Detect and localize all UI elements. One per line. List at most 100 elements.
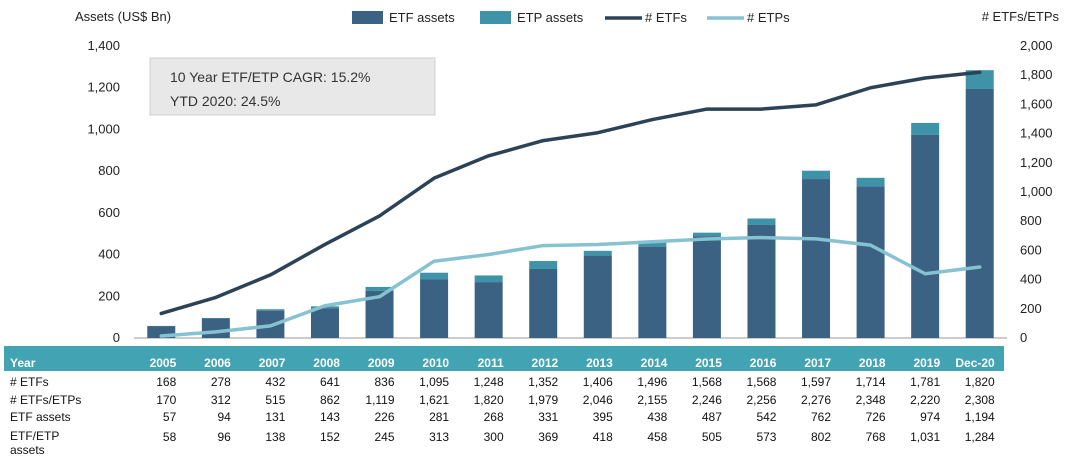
bar-etp-assets <box>802 170 831 180</box>
table-cell: 245 <box>375 430 395 444</box>
table-cell: 369 <box>538 430 558 444</box>
legend-label-num-etps: # ETPs <box>747 10 790 25</box>
point-num-etps <box>814 237 818 241</box>
bar-etp-assets <box>747 218 776 225</box>
table-cell: 862 <box>320 393 340 407</box>
table-cell: 1,352 <box>528 375 558 389</box>
left-axis-title: Assets (US$ Bn) <box>75 9 171 24</box>
table-row-label: # ETFs/ETPs <box>10 393 81 407</box>
table-cell: 1,496 <box>637 375 667 389</box>
table-cell: 1,284 <box>965 430 995 444</box>
point-num-etps <box>759 235 764 240</box>
table-cell: 573 <box>756 430 776 444</box>
table-cell: 331 <box>538 410 558 424</box>
table-cell: 768 <box>866 430 886 444</box>
bar-etp-assets <box>256 309 285 311</box>
table-cell: 395 <box>593 410 613 424</box>
annotation-box <box>149 57 436 116</box>
table-cell: 96 <box>217 430 231 444</box>
table-cell: 418 <box>593 430 613 444</box>
table-cell: 1,248 <box>474 375 504 389</box>
table-cell: 57 <box>163 410 177 424</box>
table-header-cell: 2018 <box>859 356 886 370</box>
bar-etp-assets <box>965 70 994 89</box>
bar-etp-assets <box>856 177 885 187</box>
left-tick-label: 1,200 <box>87 80 120 95</box>
table-cell: 505 <box>702 430 722 444</box>
point-num-etfs <box>432 176 436 180</box>
annotation-ytd: YTD 2020: 24.5% <box>170 93 281 109</box>
bar-etf-assets <box>802 179 831 338</box>
table-cell: 2,246 <box>692 393 722 407</box>
table-cell: 138 <box>265 430 285 444</box>
point-num-etfs <box>596 131 600 135</box>
point-num-etps <box>978 265 982 269</box>
bar-etp-assets <box>638 242 667 247</box>
table-header-cell: 2009 <box>368 356 395 370</box>
table-cell: 974 <box>920 410 940 424</box>
bar-etf-assets <box>147 326 176 338</box>
table-cell: 313 <box>429 430 449 444</box>
table-row-label: ETF/ETP <box>10 429 59 443</box>
point-num-etps <box>705 237 709 241</box>
table-cell: 168 <box>156 375 176 389</box>
bar-etf-assets <box>201 318 230 338</box>
point-num-etfs <box>650 117 654 122</box>
left-tick-label: 800 <box>98 163 120 178</box>
table-cell: 1,714 <box>856 375 886 389</box>
table-cell: 94 <box>217 410 231 424</box>
table-cell: 226 <box>375 410 395 424</box>
table-cell: 802 <box>811 430 831 444</box>
left-tick-label: 600 <box>98 205 120 220</box>
point-num-etps <box>868 243 873 247</box>
point-num-etps <box>323 304 327 308</box>
bar-etp-assets <box>529 261 558 269</box>
table-header-cell: 2019 <box>913 356 940 370</box>
left-tick-label: 1,400 <box>87 38 120 53</box>
table-header-cell: 2014 <box>641 356 668 370</box>
right-tick-label: 1,200 <box>1020 155 1053 170</box>
point-num-etfs <box>705 107 709 111</box>
point-num-etps <box>650 240 654 244</box>
legend-swatch-etf-assets <box>352 11 383 24</box>
table-cell: 1,568 <box>692 375 722 389</box>
table-cell: 515 <box>265 393 285 407</box>
table-header-year: Year <box>10 356 36 370</box>
table-cell: 1,781 <box>910 375 940 389</box>
table-cell: 762 <box>811 410 831 424</box>
bar-etf-assets <box>911 134 940 338</box>
table-header-cell: 2011 <box>478 356 504 370</box>
bar-etp-assets <box>365 286 394 291</box>
legend-label-num-etfs: # ETFs <box>645 10 687 25</box>
right-tick-label: 1,600 <box>1020 96 1053 111</box>
table-cell: 1,820 <box>965 375 995 389</box>
point-num-etfs <box>214 295 218 300</box>
left-tick-label: 0 <box>113 330 120 345</box>
point-num-etfs <box>487 154 491 158</box>
bar-etp-assets <box>583 250 612 256</box>
table-cell: 1,979 <box>528 393 558 407</box>
table-cell: 836 <box>375 375 395 389</box>
bar-etf-assets <box>965 88 994 338</box>
table-cell: 1,621 <box>419 393 449 407</box>
bar-etf-assets <box>529 268 558 338</box>
point-num-etps <box>487 252 491 257</box>
point-num-etfs <box>159 311 163 316</box>
table-header-cell: 2008 <box>313 356 340 370</box>
right-tick-label: 200 <box>1020 301 1042 316</box>
bar-etp-assets <box>474 275 503 283</box>
right-axis-title: # ETFs/ETPs <box>982 9 1060 24</box>
legend-label-etf-assets: ETF assets <box>389 10 455 25</box>
point-num-etps <box>268 324 273 328</box>
left-tick-label: 1,000 <box>87 121 120 136</box>
bar-etf-assets <box>310 308 339 338</box>
table-cell: 1,119 <box>365 393 394 407</box>
table-cell: 726 <box>866 410 886 424</box>
table-cell: 1,095 <box>419 375 449 389</box>
right-tick-label: 600 <box>1020 242 1042 257</box>
table-cell: 641 <box>320 375 340 389</box>
legend-swatch-etp-assets <box>480 11 511 24</box>
table-header-cell: Dec-20 <box>955 356 995 370</box>
point-num-etfs <box>868 86 873 90</box>
